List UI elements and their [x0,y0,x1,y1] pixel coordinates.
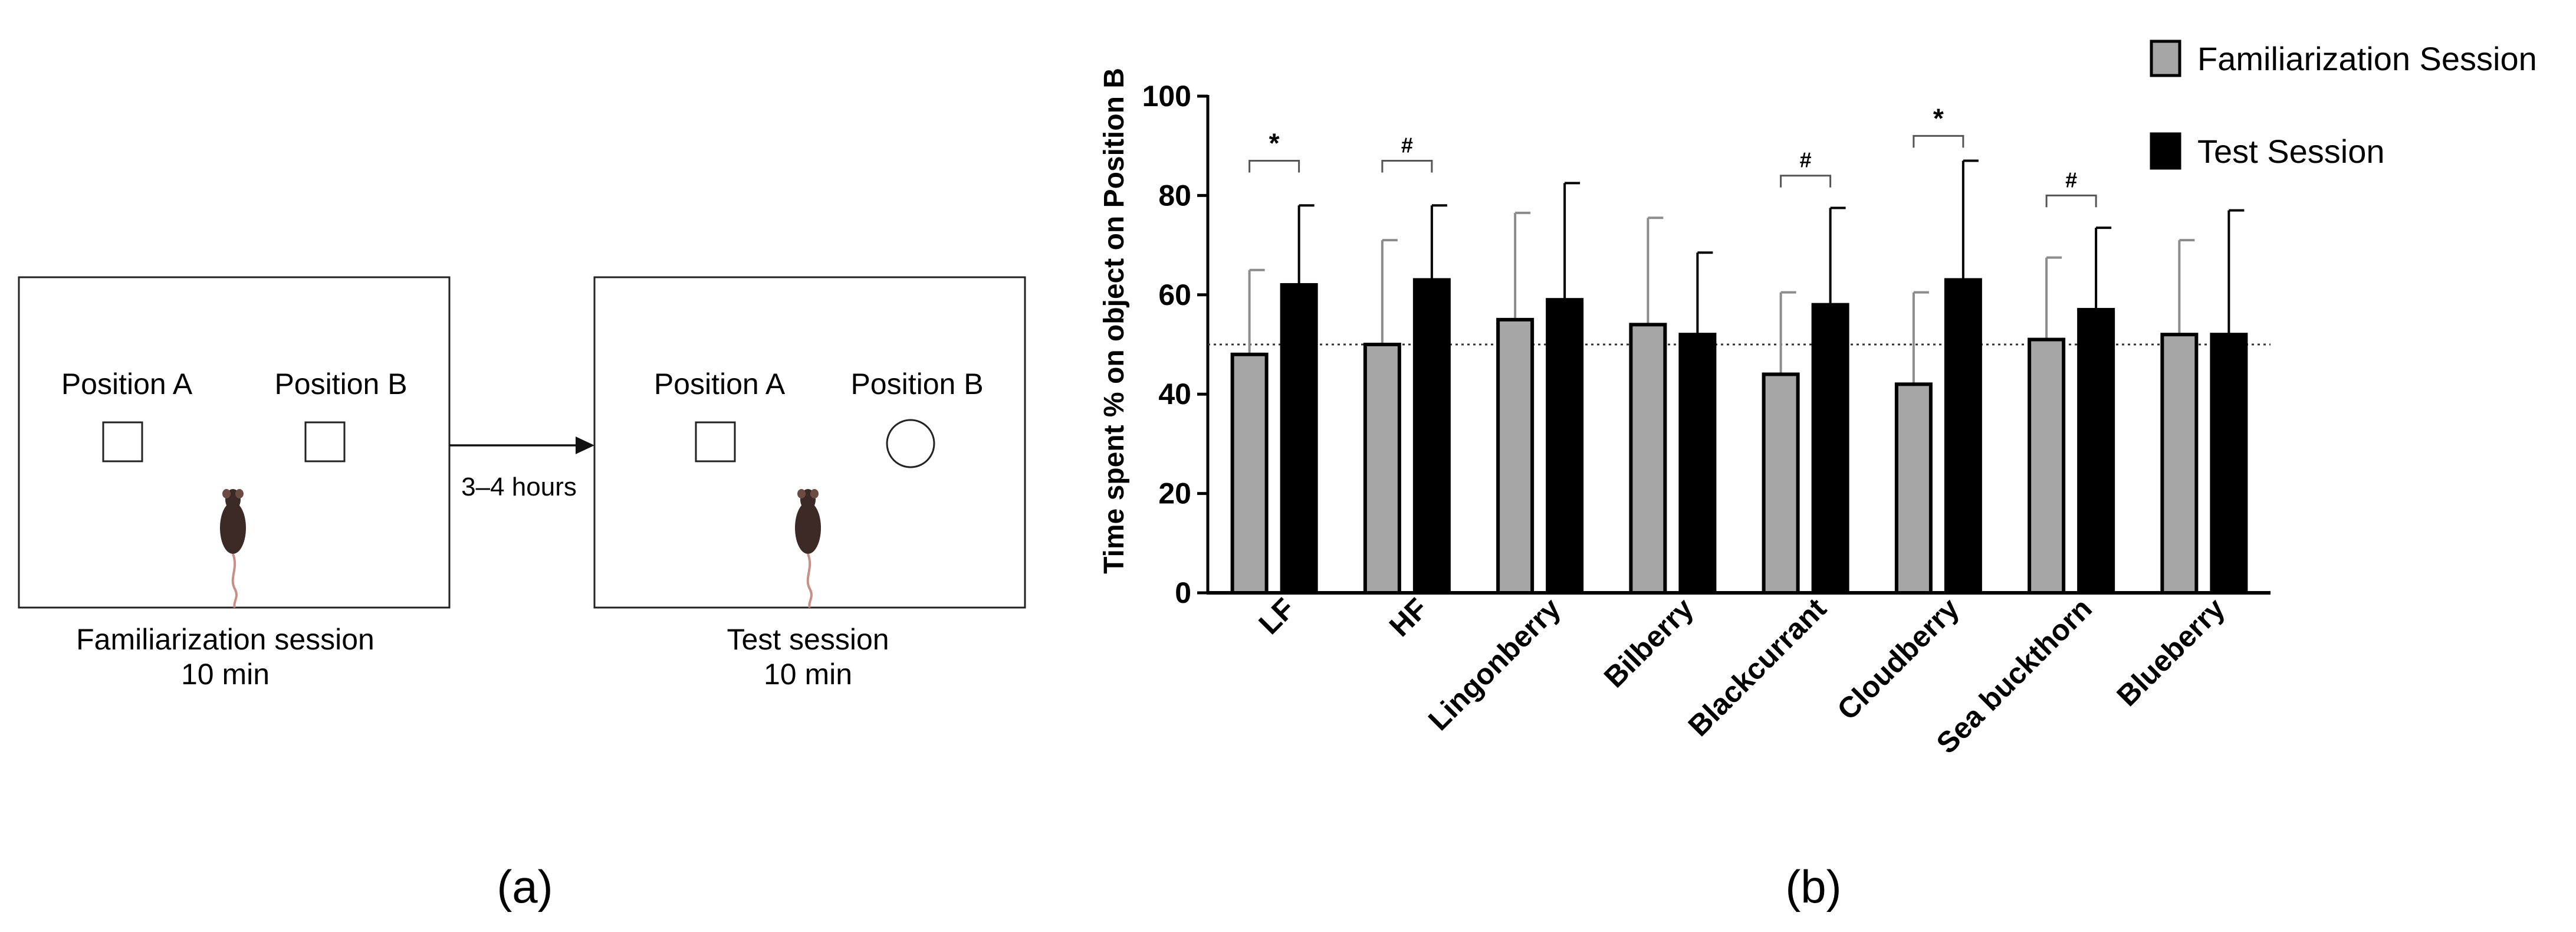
bar-test [2210,333,2248,595]
right-object-b-circle [886,419,935,468]
familiarization-caption-line1: Familiarization session [76,623,374,656]
panel-a-label: (a) [497,861,553,913]
significance-bracket [2045,194,2097,208]
bar-familiarization [1762,372,1800,595]
legend-swatch [2150,132,2181,170]
legend-label: Test Session [2197,133,2385,170]
legend-label: Familiarization Session [2197,40,2537,77]
mouse-icon [795,489,821,608]
significance-bracket [1381,159,1433,173]
bar-test [1412,278,1451,595]
x-tick-label: Blueberry [2110,592,2231,713]
test-caption-line2: 10 min [764,658,852,691]
bar-familiarization [2028,337,2066,595]
arrow-interval-label: 3–4 hours [461,472,577,501]
bar-familiarization [1363,343,1401,595]
bar-test [1944,278,1982,595]
left-object-a-square [102,421,143,462]
left-position-a-label: Position A [61,367,193,401]
y-tick-label: 80 [1158,179,1191,212]
y-tick-label: 100 [1142,80,1191,113]
x-tick-label: Blackcurrant [1682,592,1833,743]
time-arrow-head [576,437,594,454]
bar-test [1678,333,1717,595]
x-tick-label: Cloudberry [1831,592,1965,726]
bar-test [2077,308,2115,595]
y-tick-label: 40 [1158,378,1191,411]
significance-marker: # [1401,133,1413,157]
right-position-a-label: Position A [654,367,786,401]
bar-test [1811,303,1849,595]
bar-familiarization [1496,317,1535,595]
bar-familiarization [2160,333,2199,595]
y-tick-label: 60 [1158,278,1191,311]
panel-b-chart: (b) 0 20 40 60 80 100 Time spent % on object o… [1099,40,2537,913]
test-arena [593,276,1026,609]
significance-marker: * [1933,103,1944,133]
legend-swatch [2150,40,2181,77]
right-position-b-label: Position B [850,367,983,401]
x-tick-label: Lingonberry [1422,592,1567,737]
y-tick-label: 20 [1158,477,1191,510]
bar-familiarization [1629,323,1667,595]
y-tick-label: 0 [1175,576,1191,609]
significance-marker: * [1269,127,1280,158]
familiarization-caption-line2: 10 min [181,658,270,691]
x-tick-label: HF [1383,592,1434,643]
x-tick-label: Bilberry [1598,592,1700,694]
significance-bracket [1248,159,1300,173]
x-tick-label: LF [1253,592,1302,641]
significance-marker: # [1800,148,1812,172]
y-axis-title: Time spent % on object on Position B [1099,68,1130,574]
bar-test [1546,298,1584,595]
panel-b-label: (b) [1785,861,1841,913]
bar-test [1280,283,1318,595]
right-object-a-square [695,421,736,462]
test-caption-line1: Test session [727,623,889,656]
bar-familiarization [1230,352,1269,595]
left-position-b-label: Position B [274,367,407,401]
panel-a: Position A Position B Familiarization se… [18,276,1026,913]
left-object-b-square [304,421,346,462]
significance-bracket [1913,134,1964,148]
significance-bracket [1780,175,1832,188]
bar-familiarization [1894,382,1933,595]
mouse-icon [220,489,246,608]
significance-marker: # [2065,168,2077,192]
